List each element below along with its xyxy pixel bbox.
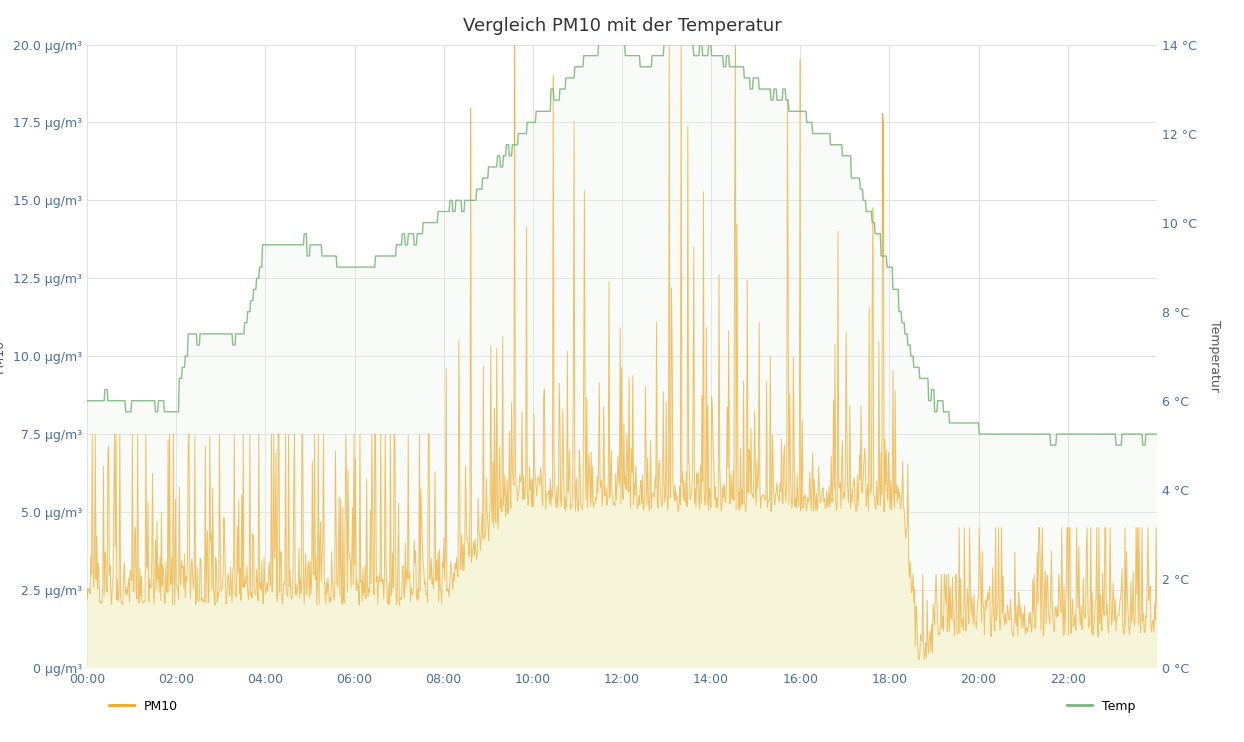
Legend: PM10: PM10 [104,695,183,718]
Title: Vergleich PM10 mit der Temperatur: Vergleich PM10 mit der Temperatur [463,16,781,35]
Y-axis label: PM10: PM10 [0,339,6,373]
Legend: Temp: Temp [1061,695,1140,718]
Y-axis label: Temperatur: Temperatur [1208,321,1220,392]
